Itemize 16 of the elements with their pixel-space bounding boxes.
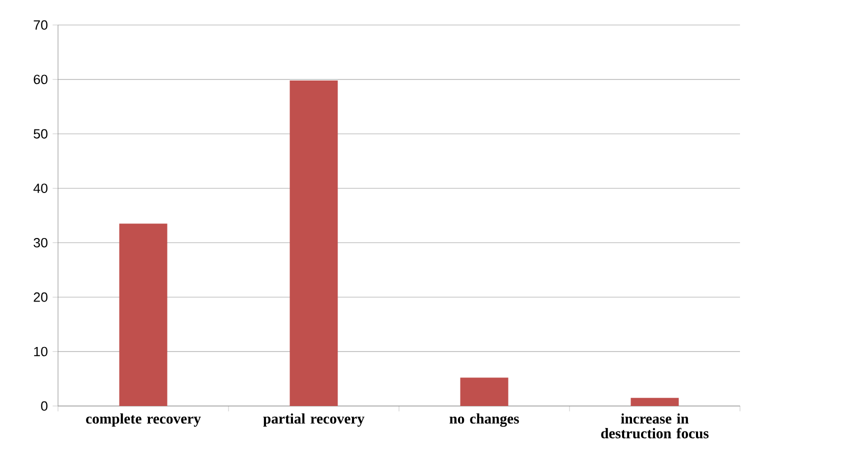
y-tick-label: 60 [34, 74, 48, 84]
y-tick-label: 30 [34, 238, 48, 248]
bar [119, 224, 168, 406]
x-tick-label: no changes [450, 413, 519, 427]
y-tick-label: 70 [34, 20, 48, 30]
y-tick-label: 50 [34, 129, 48, 139]
x-tick-label: increase in destruction focus [601, 413, 709, 438]
x-tick-label: complete recovery [86, 413, 201, 427]
x-tick-label: partial recovery [263, 413, 364, 427]
y-tick-label: 0 [41, 401, 48, 411]
bar [460, 378, 508, 406]
y-tick-label: 20 [34, 292, 48, 302]
bar [630, 398, 679, 406]
y-tick-label: 10 [34, 346, 48, 356]
y-tick-label: 40 [33, 184, 48, 193]
bar [290, 80, 338, 406]
